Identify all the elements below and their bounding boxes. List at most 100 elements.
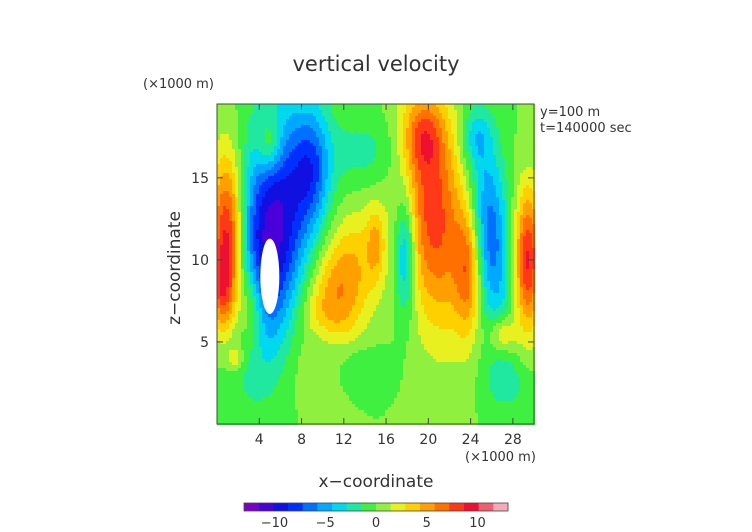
field-cell bbox=[340, 242, 344, 246]
field-cell bbox=[379, 140, 383, 144]
field-cell bbox=[475, 110, 479, 114]
field-cell bbox=[445, 122, 449, 126]
field-cell bbox=[295, 191, 299, 195]
field-cell bbox=[469, 170, 473, 174]
field-cell bbox=[400, 173, 404, 177]
field-cell bbox=[451, 233, 455, 237]
field-cell bbox=[472, 197, 476, 201]
field-cell bbox=[505, 176, 509, 180]
field-cell bbox=[364, 197, 368, 201]
field-cell bbox=[349, 194, 353, 198]
field-cell bbox=[460, 239, 464, 243]
field-cell bbox=[424, 203, 428, 207]
field-cell bbox=[457, 200, 461, 204]
field-cell bbox=[379, 233, 383, 237]
field-cell bbox=[490, 104, 494, 108]
field-cell bbox=[436, 206, 440, 210]
field-cell bbox=[448, 182, 452, 186]
field-cell bbox=[487, 134, 491, 138]
field-cell bbox=[514, 173, 518, 177]
field-cell bbox=[370, 194, 374, 198]
field-cell bbox=[355, 125, 359, 129]
field-cell bbox=[232, 164, 236, 168]
field-cell bbox=[298, 221, 302, 225]
field-cell bbox=[265, 137, 269, 141]
field-cell bbox=[490, 233, 494, 237]
field-cell bbox=[277, 149, 281, 153]
field-cell bbox=[364, 233, 368, 237]
field-cell bbox=[319, 149, 323, 153]
field-cell bbox=[319, 209, 323, 213]
field-cell bbox=[271, 206, 275, 210]
field-cell bbox=[529, 242, 533, 246]
field-cell bbox=[415, 233, 419, 237]
field-cell bbox=[292, 173, 296, 177]
field-cell bbox=[325, 233, 329, 237]
field-cell bbox=[274, 158, 278, 162]
field-cell bbox=[442, 119, 446, 123]
field-cell bbox=[280, 155, 284, 159]
field-cell bbox=[466, 176, 470, 180]
field-cell bbox=[508, 164, 512, 168]
field-cell bbox=[265, 221, 269, 225]
field-cell bbox=[307, 182, 311, 186]
field-cell bbox=[370, 152, 374, 156]
field-cell bbox=[388, 152, 392, 156]
field-cell bbox=[430, 155, 434, 159]
field-cell bbox=[253, 185, 257, 189]
field-cell bbox=[439, 158, 443, 162]
annotation-y: y=100 m bbox=[540, 105, 600, 120]
field-cell bbox=[382, 236, 386, 240]
field-cell bbox=[256, 224, 260, 228]
field-cell bbox=[424, 161, 428, 165]
field-cell bbox=[487, 104, 491, 108]
field-cell bbox=[253, 230, 257, 234]
field-cell bbox=[256, 242, 260, 246]
field-cell bbox=[262, 164, 266, 168]
field-cell bbox=[367, 188, 371, 192]
field-cell bbox=[367, 167, 371, 171]
field-cell bbox=[283, 200, 287, 204]
field-cell bbox=[430, 143, 434, 147]
field-cell bbox=[220, 224, 224, 228]
field-cell bbox=[523, 197, 527, 201]
field-cell bbox=[223, 203, 227, 207]
field-cell bbox=[265, 191, 269, 195]
field-cell bbox=[340, 227, 344, 231]
field-cell bbox=[442, 170, 446, 174]
field-cell bbox=[229, 206, 233, 210]
field-cell bbox=[517, 230, 521, 234]
field-cell bbox=[328, 191, 332, 195]
field-cell bbox=[361, 179, 365, 183]
field-cell bbox=[271, 203, 275, 207]
field-cell bbox=[523, 206, 527, 210]
field-cell bbox=[448, 107, 452, 111]
field-cell bbox=[217, 146, 221, 150]
field-cell bbox=[271, 182, 275, 186]
field-cell bbox=[478, 215, 482, 219]
field-cell bbox=[250, 197, 254, 201]
field-cell bbox=[475, 236, 479, 240]
field-cell bbox=[433, 137, 437, 141]
field-cell bbox=[418, 218, 422, 222]
field-cell bbox=[343, 131, 347, 135]
field-cell bbox=[403, 215, 407, 219]
field-cell bbox=[304, 176, 308, 180]
field-cell bbox=[397, 242, 401, 246]
field-cell bbox=[370, 134, 374, 138]
field-cell bbox=[463, 128, 467, 132]
field-cell bbox=[235, 221, 239, 225]
field-cell bbox=[379, 221, 383, 225]
field-cell bbox=[517, 140, 521, 144]
field-cell bbox=[367, 233, 371, 237]
field-cell bbox=[295, 110, 299, 114]
field-cell bbox=[484, 170, 488, 174]
field-cell bbox=[424, 125, 428, 129]
field-cell bbox=[358, 233, 362, 237]
field-cell bbox=[250, 113, 254, 117]
field-cell bbox=[310, 152, 314, 156]
field-cell bbox=[235, 206, 239, 210]
field-cell bbox=[424, 167, 428, 171]
field-cell bbox=[286, 203, 290, 207]
field-cell bbox=[469, 164, 473, 168]
